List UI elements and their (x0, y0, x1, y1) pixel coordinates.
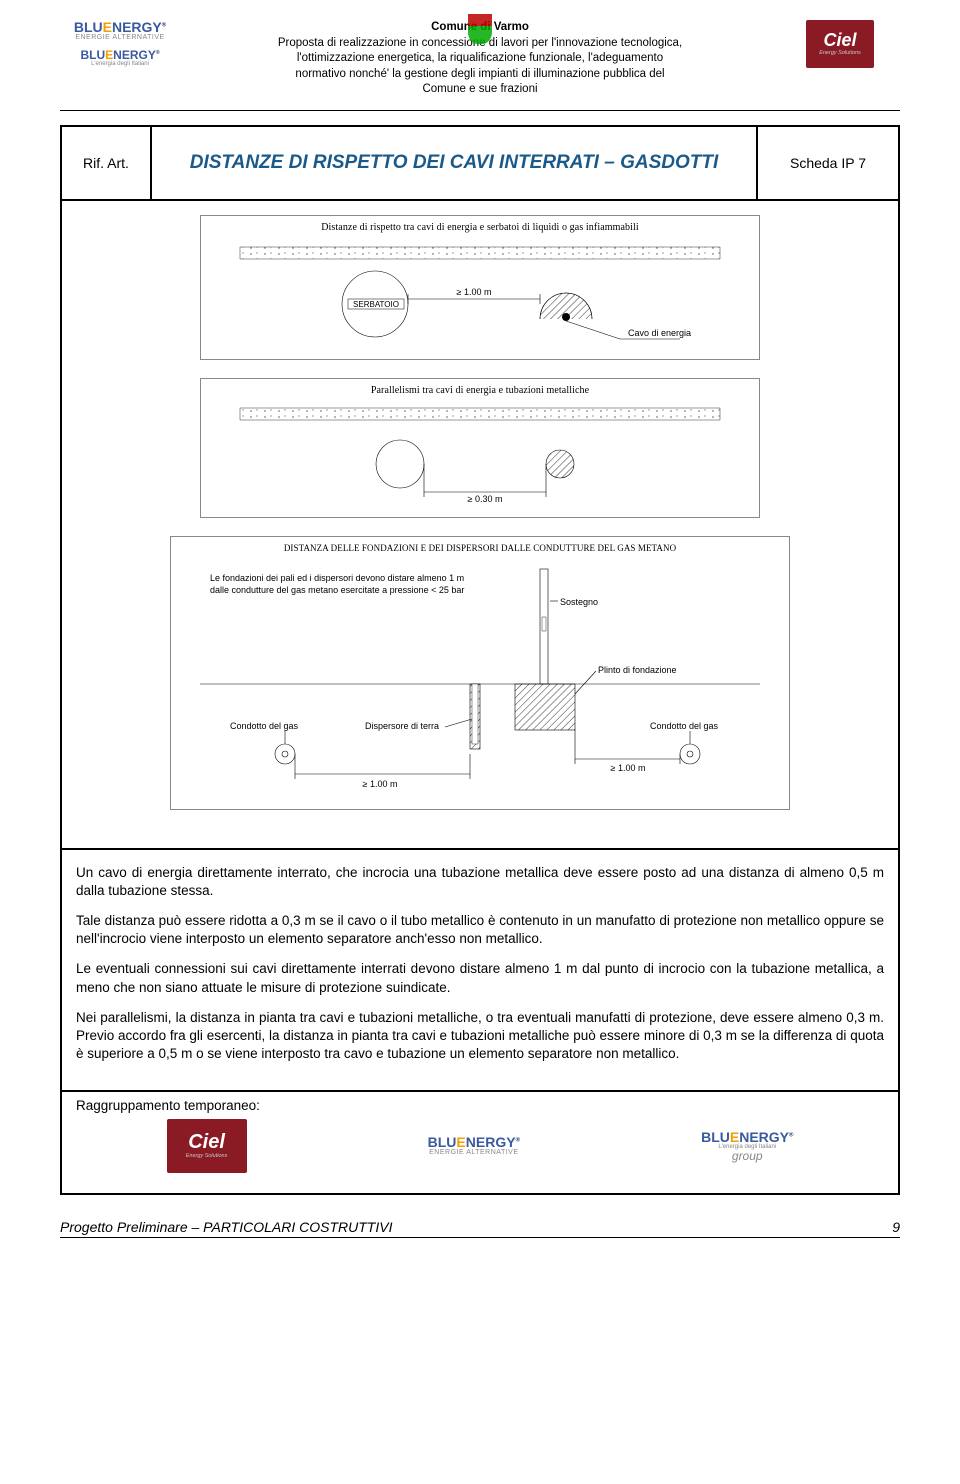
sheet-body: Distanze di rispetto tra cavi di energia… (62, 201, 898, 850)
fig3-d2: ≥ 1.00 m (611, 763, 646, 773)
footer-page: 9 (860, 1219, 900, 1238)
cell-title: DISTANZE DI RISPETTO DEI CAVI INTERRATI … (152, 127, 758, 199)
figure-1: Distanze di rispetto tra cavi di energia… (200, 215, 760, 360)
fig3-sostegno: Sostegno (560, 597, 598, 607)
fig3-condotto-l: Condotto del gas (230, 721, 299, 731)
bluenergy-brand-small: BLUENERGY® (80, 49, 159, 61)
sheet-text: Un cavo di energia direttamente interrat… (62, 850, 898, 1090)
fig3-note1: Le fondazioni dei pali ed i dispersori d… (210, 573, 464, 583)
bluenergy-group-logo: BLUENERGY® L'energia degli Italiani (80, 49, 159, 67)
bluenergy-tag: ENERGIE ALTERNATIVE (75, 34, 164, 41)
footer-ciel-logo: Ciel Energy Solutions (167, 1119, 247, 1173)
fig1-caption: Distanze di rispetto tra cavi di energia… (201, 222, 759, 233)
para-4: Nei parallelismi, la distanza in pianta … (76, 1009, 884, 1064)
fig3-plinto: Plinto di fondazione (598, 665, 677, 675)
para-2: Tale distanza può essere ridotta a 0,3 m… (76, 912, 884, 948)
bluenergy-brand: BLUENERGY® (74, 20, 166, 34)
fig2-caption: Parallelismi tra cavi di energia e tubaz… (201, 385, 759, 396)
para-1: Un cavo di energia direttamente interrat… (76, 864, 884, 900)
ciel-sub: Energy Solutions (819, 51, 861, 57)
bluenergy-sub: L'energia degli Italiani (91, 61, 149, 67)
header-center: Comune di Varmo Proposta di realizzazion… (180, 20, 780, 98)
sheet-head: Rif. Art. DISTANZE DI RISPETTO DEI CAVI … (62, 127, 898, 201)
footer-bluenergy-2: BLUENERGY® L'energia degli Italiani grou… (701, 1130, 793, 1162)
footer-bluenergy-1: BLUENERGY® ENERGIE ALTERNATIVE (428, 1135, 520, 1156)
fig1-dist-lbl: ≥ 1.00 m (457, 287, 492, 297)
fig3-caption: DISTANZA DELLE FONDAZIONI E DEI DISPERSO… (171, 543, 789, 553)
page-header: BLUENERGY® ENERGIE ALTERNATIVE BLUENERGY… (60, 20, 900, 98)
figure-2: Parallelismi tra cavi di energia e tubaz… (200, 378, 760, 518)
header-desc-2: l'ottimizzazione energetica, la riqualif… (188, 51, 772, 67)
fig3-dispersore: Dispersore di terra (365, 721, 439, 731)
footer-logos: Ciel Energy Solutions BLUENERGY® ENERGIE… (76, 1119, 884, 1173)
spec-sheet: Rif. Art. DISTANZE DI RISPETTO DEI CAVI … (60, 125, 900, 1195)
footer-left: Progetto Preliminare – PARTICOLARI COSTR… (60, 1219, 860, 1238)
header-rule (60, 110, 900, 111)
ciel-logo: Ciel Energy Solutions (806, 20, 874, 68)
figure-3: DISTANZA DELLE FONDAZIONI E DEI DISPERSO… (170, 536, 790, 810)
logo-left-group: BLUENERGY® ENERGIE ALTERNATIVE BLUENERGY… (60, 20, 180, 67)
ciel-brand: Ciel (823, 31, 856, 49)
fig2-dist-lbl: ≥ 0.30 m (468, 494, 503, 504)
bluenergy-logo: BLUENERGY® ENERGIE ALTERNATIVE (74, 20, 166, 41)
fig3-condotto-r: Condotto del gas (650, 721, 719, 731)
sheet-footer: Raggruppamento temporaneo: Ciel Energy S… (62, 1090, 898, 1193)
cell-rif: Rif. Art. (62, 127, 152, 199)
page-footer: Progetto Preliminare – PARTICOLARI COSTR… (60, 1219, 900, 1238)
page: BLUENERGY® ENERGIE ALTERNATIVE BLUENERGY… (0, 0, 960, 1258)
fig3-note2: dalle condutture del gas metano esercita… (210, 585, 464, 595)
fig1-cavo-lbl: Cavo di energia (628, 328, 691, 338)
logo-right-group: Ciel Energy Solutions (780, 20, 900, 68)
header-desc-4: Comune e sue frazioni (188, 82, 772, 98)
fig1-serbatoio-lbl: SERBATOIO (353, 300, 399, 309)
header-desc-3: normativo nonché' la gestione degli impi… (188, 67, 772, 83)
ragg-label: Raggruppamento temporaneo: (76, 1098, 884, 1113)
fig3-d1: ≥ 1.00 m (363, 779, 398, 789)
para-3: Le eventuali connessioni sui cavi dirett… (76, 960, 884, 996)
crest-icon (468, 14, 492, 44)
cell-scheda: Scheda IP 7 (758, 127, 898, 199)
